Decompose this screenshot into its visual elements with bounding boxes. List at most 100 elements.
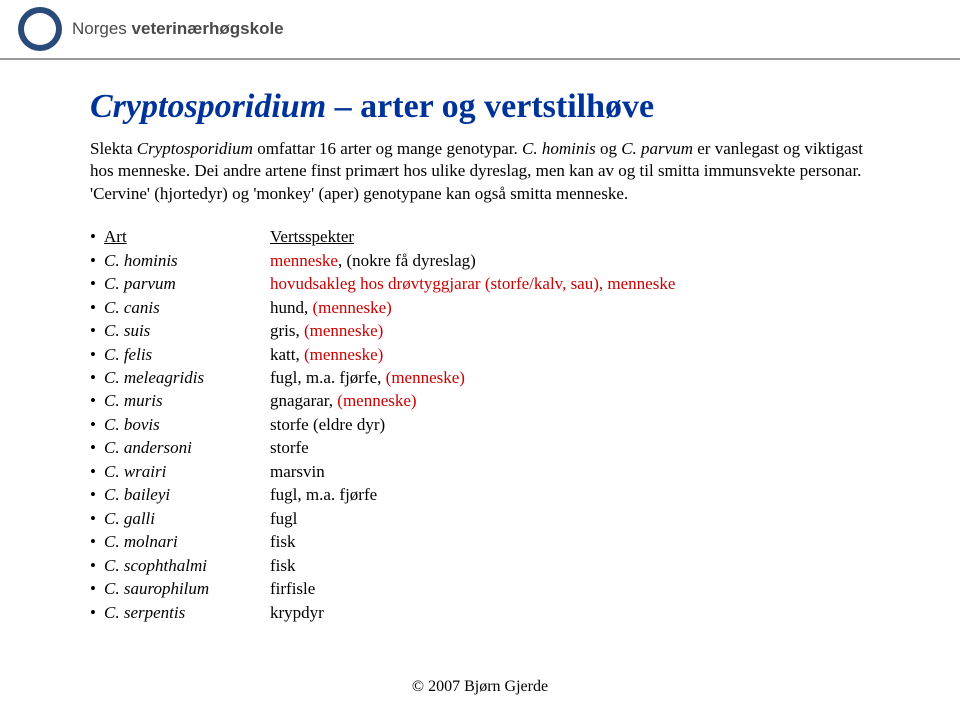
slide-content: Cryptosporidium – arter og vertstilhøve …: [0, 60, 960, 624]
table-row: •C. parvumhovudsakleg hos drøvtyggjarar …: [90, 272, 880, 295]
intro-1c: omfattar 16 arter og mange genotypar.: [253, 139, 522, 158]
host-cell: fisk: [270, 554, 880, 577]
species-name: C. meleagridis: [104, 368, 204, 387]
intro-1a: Slekta: [90, 139, 137, 158]
host-extra: (menneske): [304, 321, 383, 340]
bullet-icon: •: [90, 577, 104, 600]
host-extra: (menneske): [337, 391, 416, 410]
species-cell: •C. baileyi: [90, 483, 270, 506]
table-row: •C. gallifugl: [90, 507, 880, 530]
species-name: C. andersoni: [104, 438, 192, 457]
species-table: •Art Vertsspekter •C. hominismenneske, (…: [90, 225, 880, 624]
species-cell: •C. scophthalmi: [90, 554, 270, 577]
bullet-icon: •: [90, 601, 104, 624]
species-cell: •C. bovis: [90, 413, 270, 436]
species-cell: •C. saurophilum: [90, 577, 270, 600]
host-cell: menneske, (nokre få dyreslag): [270, 249, 880, 272]
logo-seal: [18, 7, 62, 51]
host-text: fisk: [270, 532, 296, 551]
species-cell: •C. galli: [90, 507, 270, 530]
species-name: C. muris: [104, 391, 163, 410]
species-cell: •C. canis: [90, 296, 270, 319]
bullet-icon: •: [90, 460, 104, 483]
table-row: •C. molnarifisk: [90, 530, 880, 553]
org-name: Norges veterinærhøgskole: [72, 19, 284, 39]
host-cell: hund, (menneske): [270, 296, 880, 319]
intro-1d: C. hominis: [522, 139, 596, 158]
bullet-icon: •: [90, 413, 104, 436]
species-name: C. scophthalmi: [104, 556, 207, 575]
host-text: hund,: [270, 298, 313, 317]
bullet-icon: •: [90, 319, 104, 342]
species-cell: •C. meleagridis: [90, 366, 270, 389]
table-row: •C. serpentiskrypdyr: [90, 601, 880, 624]
table-row: •C. suisgris, (menneske): [90, 319, 880, 342]
host-text: menneske: [270, 251, 338, 270]
species-cell: •C. felis: [90, 343, 270, 366]
bullet-icon: •: [90, 249, 104, 272]
host-extra: (menneske): [313, 298, 392, 317]
host-cell: fugl: [270, 507, 880, 530]
bullet-icon: •: [90, 389, 104, 412]
species-name: C. saurophilum: [104, 579, 209, 598]
species-name: C. canis: [104, 298, 160, 317]
bullet-icon: •: [90, 272, 104, 295]
table-header-left: Art: [104, 227, 127, 246]
intro-paragraph: Slekta Cryptosporidium omfattar 16 arter…: [90, 138, 880, 205]
species-cell: •C. suis: [90, 319, 270, 342]
species-name: C. galli: [104, 509, 155, 528]
host-cell: gris, (menneske): [270, 319, 880, 342]
intro-1b: Cryptosporidium: [137, 139, 253, 158]
host-cell: storfe (eldre dyr): [270, 413, 880, 436]
host-text: fugl, m.a. fjørfe,: [270, 368, 386, 387]
species-name: C. bovis: [104, 415, 160, 434]
host-text: katt,: [270, 345, 304, 364]
species-cell: •C. wrairi: [90, 460, 270, 483]
table-row: •C. bovisstorfe (eldre dyr): [90, 413, 880, 436]
bullet-icon: •: [90, 507, 104, 530]
host-cell: fisk: [270, 530, 880, 553]
bullet-icon: •: [90, 483, 104, 506]
bullet-icon: •: [90, 225, 104, 248]
table-header-right: Vertsspekter: [270, 225, 880, 248]
species-cell: •C. parvum: [90, 272, 270, 295]
host-text: storfe: [270, 438, 309, 457]
host-text: fisk: [270, 556, 296, 575]
table-row: •C. andersonistorfe: [90, 436, 880, 459]
bullet-icon: •: [90, 343, 104, 366]
table-row: •C. canishund, (menneske): [90, 296, 880, 319]
host-text: storfe (eldre dyr): [270, 415, 385, 434]
table-header-row: •Art Vertsspekter: [90, 225, 880, 248]
species-cell: •C. molnari: [90, 530, 270, 553]
table-row: •C. scophthalmifisk: [90, 554, 880, 577]
host-text: fugl, m.a. fjørfe: [270, 485, 377, 504]
species-cell: •C. muris: [90, 389, 270, 412]
host-cell: fugl, m.a. fjørfe: [270, 483, 880, 506]
species-name: C. hominis: [104, 251, 178, 270]
host-extra: , (nokre få dyreslag): [338, 251, 476, 270]
header-bar: Norges veterinærhøgskole: [0, 0, 960, 60]
host-text: firfisle: [270, 579, 315, 598]
bullet-icon: •: [90, 366, 104, 389]
host-extra: menneske: [607, 274, 675, 293]
host-extra: (menneske): [386, 368, 465, 387]
species-name: C. wrairi: [104, 462, 166, 481]
table-row: •C. murisgnagarar, (menneske): [90, 389, 880, 412]
host-text: fugl: [270, 509, 297, 528]
table-row: •C. hominis menneske, (nokre få dyreslag): [90, 249, 880, 272]
host-cell: marsvin: [270, 460, 880, 483]
species-cell: •C. serpentis: [90, 601, 270, 624]
host-text: marsvin: [270, 462, 325, 481]
table-row: •C. saurophilumfirfisle: [90, 577, 880, 600]
org-name-prefix: Norges: [72, 19, 132, 38]
bullet-icon: •: [90, 554, 104, 577]
footer: © 2007 Bjørn Gjerde: [0, 678, 960, 696]
host-cell: krypdyr: [270, 601, 880, 624]
bullet-icon: •: [90, 530, 104, 553]
host-text: gnagarar,: [270, 391, 337, 410]
species-name: C. molnari: [104, 532, 178, 551]
table-row: •C. wrairimarsvin: [90, 460, 880, 483]
title-italic: Cryptosporidium: [90, 88, 326, 125]
species-cell: •C. andersoni: [90, 436, 270, 459]
table-row: •C. meleagridisfugl, m.a. fjørfe, (menne…: [90, 366, 880, 389]
